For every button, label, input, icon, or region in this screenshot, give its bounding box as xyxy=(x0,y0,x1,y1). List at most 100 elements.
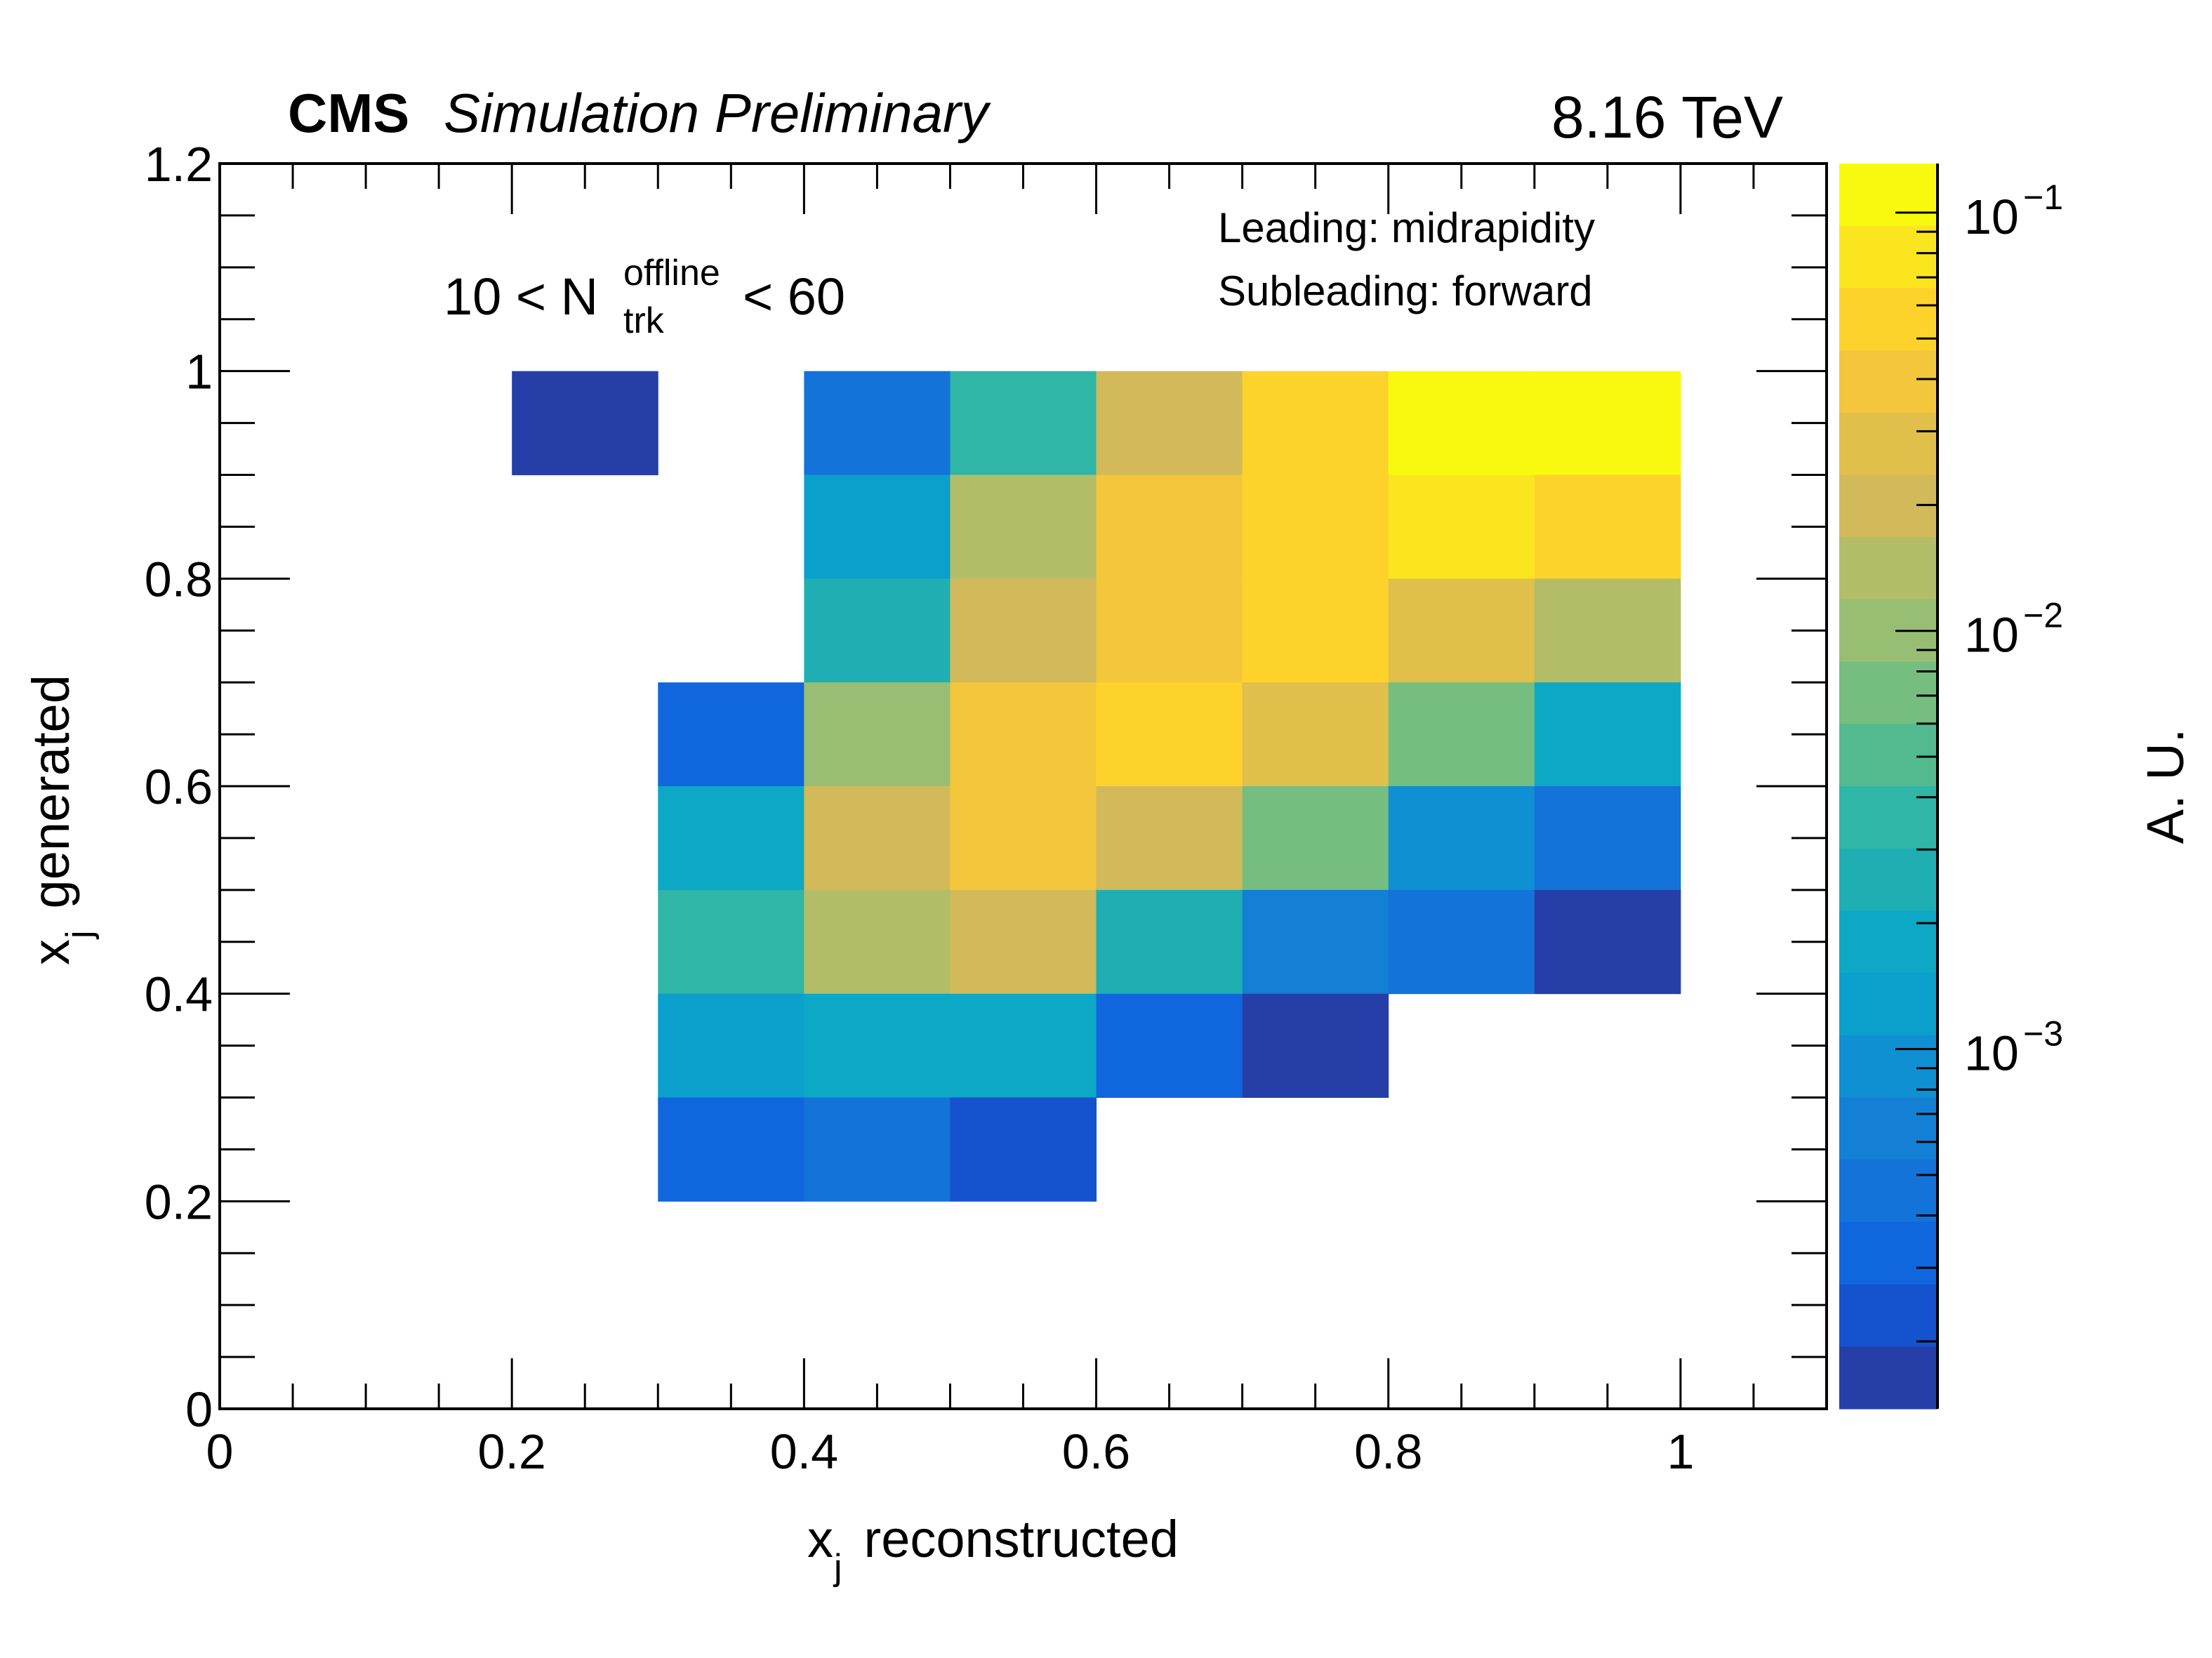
heatmap-cell xyxy=(1388,578,1535,683)
x-tick-label: 1 xyxy=(1667,1424,1694,1479)
heatmap-cell xyxy=(804,578,951,683)
y-tick-label: 0.2 xyxy=(145,1174,213,1229)
palette-band xyxy=(1839,1160,1938,1223)
x-axis-title-text: reconstructed xyxy=(849,1510,1179,1568)
palette-band xyxy=(1839,786,1938,849)
x-axis-title-var: x xyxy=(807,1510,833,1568)
heatmap-cell xyxy=(950,889,1097,995)
heatmap-cell xyxy=(804,682,951,787)
palette-band xyxy=(1839,848,1938,911)
subleading-label: Subleading: forward xyxy=(1218,267,1593,314)
heatmap-cell xyxy=(1534,371,1681,475)
heatmap-cell xyxy=(1096,371,1243,475)
heatmap-cell xyxy=(1096,786,1243,891)
heatmap-cell xyxy=(804,371,951,475)
heatmap-cell xyxy=(950,1097,1097,1202)
cms-label: CMS xyxy=(288,82,409,144)
palette-tick-label-base: 10 xyxy=(1964,1026,2019,1081)
palette-band xyxy=(1839,537,1938,600)
y-axis-title-sub: j xyxy=(59,930,100,940)
y-tick-label: 0.8 xyxy=(145,552,213,606)
heatmap-cell xyxy=(1534,578,1681,683)
heatmap-cell xyxy=(1242,993,1389,1098)
heatmap-cell xyxy=(1388,682,1535,787)
multiplicity-suffix: < 60 xyxy=(743,267,845,326)
heatmap-cell xyxy=(658,889,804,995)
x-tick-label: 0.4 xyxy=(770,1424,838,1479)
heatmap-cell xyxy=(658,993,804,1098)
plot-frame xyxy=(218,162,1828,1410)
x-axis-title-sub: j xyxy=(833,1547,842,1588)
multiplicity-prefix: 10 < N xyxy=(444,267,598,326)
heatmap-cell xyxy=(1242,578,1389,683)
x-tick-labels: 0 0.2 0.4 0.6 0.8 1 xyxy=(206,1424,1695,1479)
heatmap-cell xyxy=(1096,682,1243,787)
y-axis-title-text: generated xyxy=(22,675,80,923)
heatmap-cell xyxy=(950,682,1097,787)
heatmap-cell xyxy=(1096,889,1243,995)
palette-band xyxy=(1839,1035,1938,1099)
heatmap-cell xyxy=(658,1097,804,1202)
heatmap-cell xyxy=(1242,889,1389,995)
heatmap-cell xyxy=(950,475,1097,579)
y-axis-title: x j generated xyxy=(22,675,100,965)
heatmap-cell xyxy=(1096,578,1243,683)
heatmap-cell xyxy=(804,786,951,891)
y-tick-label: 0 xyxy=(185,1382,213,1437)
heatmap-cell xyxy=(1534,682,1681,787)
heatmap-cell xyxy=(1388,371,1535,475)
heatmap-cell xyxy=(1242,475,1389,579)
palette-band xyxy=(1839,1097,1938,1160)
x-tick-label: 0.8 xyxy=(1354,1424,1422,1479)
leading-label: Leading: midrapidity xyxy=(1218,204,1595,251)
heatmap-cell xyxy=(804,475,951,579)
palette-tick-label-base: 10 xyxy=(1964,608,2019,663)
heatmap-cell xyxy=(512,371,658,475)
heatmap-cell xyxy=(1534,786,1681,891)
x-tick-label: 0.2 xyxy=(478,1424,546,1479)
y-tick-label: 1.2 xyxy=(145,137,213,192)
heatmap-cell xyxy=(1242,682,1389,787)
palette-tick-label-exponent: −2 xyxy=(2023,596,2063,635)
y-tick-label: 0.6 xyxy=(145,760,213,814)
heatmap-cell xyxy=(804,889,951,995)
palette-band xyxy=(1839,1346,1938,1410)
multiplicity-superscript: offline xyxy=(623,253,720,293)
palette-band xyxy=(1839,973,1938,1036)
palette-ticks: 10−110−210−3 xyxy=(1895,178,2063,1343)
palette-band xyxy=(1839,350,1938,413)
palette-band xyxy=(1839,164,1938,227)
heatmap-cell xyxy=(804,1097,951,1202)
heatmap-cells xyxy=(512,371,1681,1202)
y-tick-labels: 0 0.2 0.4 0.6 0.8 1 1.2 xyxy=(145,137,213,1437)
palette-band xyxy=(1839,288,1938,351)
heatmap-cell xyxy=(950,578,1097,683)
palette-band xyxy=(1839,910,1938,974)
palette-band xyxy=(1839,1284,1938,1347)
heatmap-cell xyxy=(1242,371,1389,475)
heatmap-cell xyxy=(1096,475,1243,579)
x-tick-label: 0 xyxy=(206,1424,234,1479)
heatmap-cell xyxy=(1388,475,1535,579)
heatmap-cell xyxy=(1242,786,1389,891)
multiplicity-annotation: 10 < N offline trk < 60 xyxy=(444,253,845,341)
heatmap-cell xyxy=(658,682,804,787)
palette-band xyxy=(1839,225,1938,289)
z-axis-title: A. U. xyxy=(2136,729,2194,844)
heatmap-cell xyxy=(950,993,1097,1098)
x-axis-title: x j reconstructed xyxy=(807,1510,1179,1588)
energy-label: 8.16 TeV xyxy=(1551,84,1783,150)
palette-tick-label-exponent: −3 xyxy=(2023,1014,2063,1054)
palette-band xyxy=(1839,412,1938,476)
heatmap-cell xyxy=(1534,475,1681,579)
x-tick-label: 0.6 xyxy=(1062,1424,1130,1479)
heatmap-cell xyxy=(1388,786,1535,891)
heatmap-cell xyxy=(1388,889,1535,995)
palette-tick-label-base: 10 xyxy=(1964,190,2019,244)
heatmap-cell xyxy=(1534,889,1681,995)
heatmap-cell xyxy=(950,371,1097,475)
heatmap-cell xyxy=(804,993,951,1098)
y-tick-label: 0.4 xyxy=(145,967,213,1022)
palette-band xyxy=(1839,475,1938,538)
